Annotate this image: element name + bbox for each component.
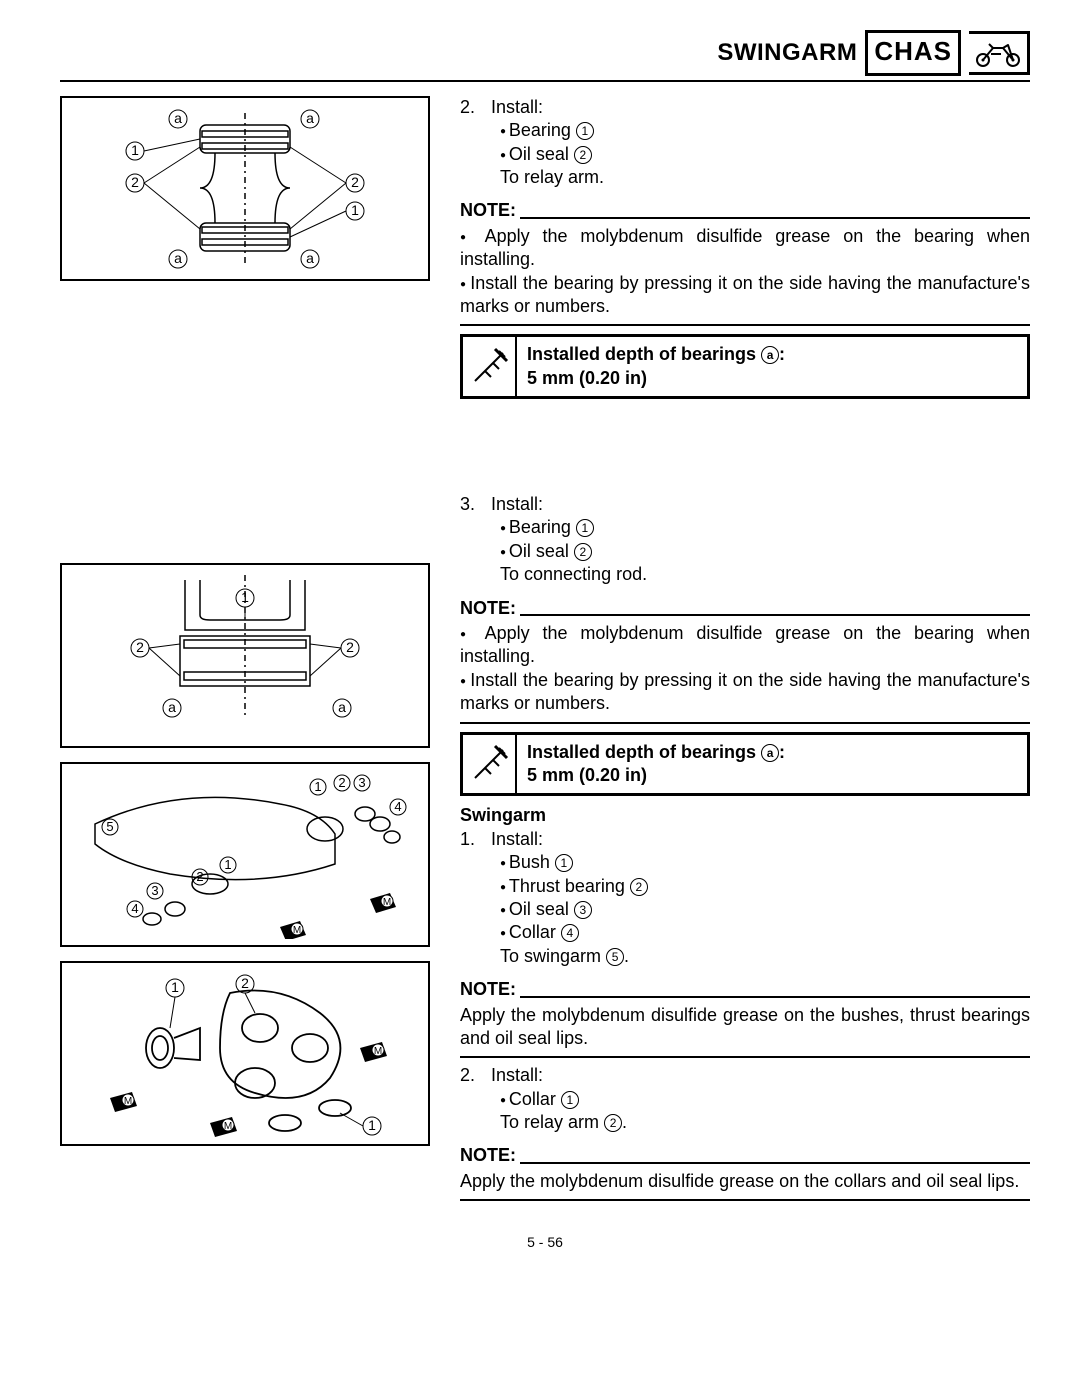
svg-text:1: 1 — [351, 202, 359, 218]
step-tail: To relay arm. — [460, 166, 1030, 189]
svg-text:1: 1 — [131, 142, 139, 158]
svg-text:4: 4 — [394, 799, 401, 814]
list-item: Install the bearing by pressing it on th… — [460, 272, 1030, 319]
list-item: Bearing 1 — [500, 119, 1030, 142]
list-item: Bush 1 — [500, 851, 1030, 874]
step-3: 3. Install: Bearing 1 Oil seal 2 To conn… — [460, 493, 1030, 587]
note-body: Apply the molybdenum disulfide grease on… — [460, 1004, 1030, 1051]
svg-text:2: 2 — [351, 174, 359, 190]
subheading-swingarm: Swingarm — [460, 804, 1030, 827]
list-item: Oil seal 3 — [500, 898, 1030, 921]
step-number: 2. — [460, 1064, 486, 1087]
page-number: 5 - 56 — [60, 1233, 1030, 1251]
svg-text:M: M — [293, 925, 301, 936]
svg-text:4: 4 — [131, 901, 138, 916]
list-item: Bearing 1 — [500, 516, 1030, 539]
list-item: Install the bearing by pressing it on th… — [460, 669, 1030, 716]
svg-text:a: a — [306, 110, 314, 126]
step-action: Install: — [491, 97, 543, 117]
swingarm-step-1: 1. Install: Bush 1 Thrust bearing 2 Oil … — [460, 828, 1030, 968]
list-item: Apply the molybdenum disulfide grease on… — [460, 622, 1030, 669]
svg-text:M: M — [383, 897, 391, 908]
note-body: Apply the molybdenum disulfide grease on… — [460, 225, 1030, 319]
swingarm-step-2: 2. Install: Collar 1 To relay arm 2. — [460, 1064, 1030, 1134]
step-number: 1. — [460, 828, 486, 851]
step-action: Install: — [491, 494, 543, 514]
svg-text:a: a — [306, 250, 314, 266]
note-body: Apply the molybdenum disulfide grease on… — [460, 622, 1030, 716]
list-item: Collar 1 — [500, 1088, 1030, 1111]
list-item: Oil seal 2 — [500, 143, 1030, 166]
spec-text: Installed depth of bearings a: 5 mm (0.2… — [517, 337, 795, 396]
list-item: Collar 4 — [500, 921, 1030, 944]
diagram-column: a a a a 1 2 2 1 — [60, 96, 430, 1207]
svg-text:5: 5 — [106, 819, 113, 834]
text-column: 2. Install: Bearing 1 Oil seal 2 To rela… — [460, 96, 1030, 1207]
page-header: SWINGARM CHAS — [60, 30, 1030, 82]
step-2: 2. Install: Bearing 1 Oil seal 2 To rela… — [460, 96, 1030, 190]
svg-text:a: a — [168, 699, 176, 715]
svg-text:M: M — [374, 1046, 382, 1057]
svg-text:M: M — [224, 1121, 232, 1132]
note-body: Apply the molybdenum disulfide grease on… — [460, 1170, 1030, 1193]
svg-text:2: 2 — [338, 775, 345, 790]
chas-badge: CHAS — [865, 30, 961, 76]
svg-text:1: 1 — [314, 779, 321, 794]
step-tail: To swingarm 5. — [460, 945, 1030, 968]
diagram-relay-arm-bearing: a a a a 1 2 2 1 — [60, 96, 430, 281]
list-item: Apply the molybdenum disulfide grease on… — [460, 225, 1030, 272]
svg-text:3: 3 — [151, 883, 158, 898]
svg-text:a: a — [174, 110, 182, 126]
svg-text:M: M — [124, 1096, 132, 1107]
step-number: 2. — [460, 96, 486, 119]
caliper-icon — [463, 337, 517, 396]
svg-text:2: 2 — [346, 639, 354, 655]
caliper-icon — [463, 735, 517, 794]
list-item: Oil seal 2 — [500, 540, 1030, 563]
note-header: NOTE: — [460, 978, 1030, 1001]
step-action: Install: — [491, 1065, 543, 1085]
spec-box: Installed depth of bearings a: 5 mm (0.2… — [460, 732, 1030, 797]
diagram-swingarm-assembly: M M 1 2 3 4 5 1 2 3 4 — [60, 762, 430, 947]
step-action: Install: — [491, 829, 543, 849]
step-tail: To relay arm 2. — [460, 1111, 1030, 1134]
svg-text:1: 1 — [241, 589, 249, 605]
note-header: NOTE: — [460, 199, 1030, 222]
header-title: SWINGARM — [717, 37, 857, 68]
svg-text:a: a — [338, 699, 346, 715]
svg-text:1: 1 — [224, 857, 231, 872]
step-number: 3. — [460, 493, 486, 516]
diagram-relay-arm-collar: M M M 1 2 1 — [60, 961, 430, 1146]
svg-text:1: 1 — [171, 979, 179, 995]
note-header: NOTE: — [460, 597, 1030, 620]
list-item: Thrust bearing 2 — [500, 875, 1030, 898]
svg-text:1: 1 — [368, 1117, 376, 1133]
spec-text: Installed depth of bearings a: 5 mm (0.2… — [517, 735, 795, 794]
svg-text:2: 2 — [131, 174, 139, 190]
spec-box: Installed depth of bearings a: 5 mm (0.2… — [460, 334, 1030, 399]
diagram-connecting-rod-bearing: 1 2 2 a a — [60, 563, 430, 748]
note-header: NOTE: — [460, 1144, 1030, 1167]
step-tail: To connecting rod. — [460, 563, 1030, 586]
motorcycle-icon — [969, 31, 1030, 75]
svg-text:2: 2 — [241, 975, 249, 991]
svg-text:3: 3 — [358, 775, 365, 790]
svg-text:a: a — [174, 250, 182, 266]
svg-text:2: 2 — [196, 869, 203, 884]
svg-text:2: 2 — [136, 639, 144, 655]
